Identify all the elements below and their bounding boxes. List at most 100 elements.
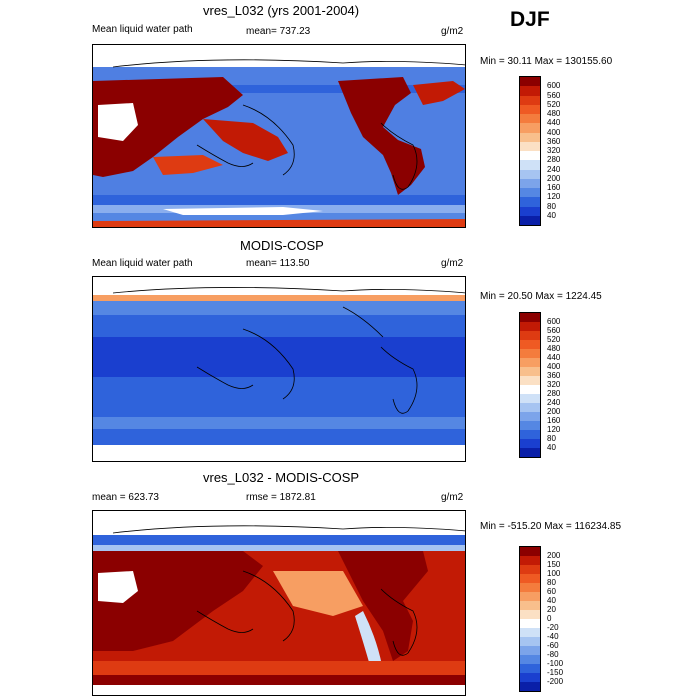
colorbar-tick-label: 150 xyxy=(547,560,561,569)
colorbar-segment xyxy=(520,628,540,637)
colorbar-segment xyxy=(520,394,540,403)
colorbar-segment xyxy=(520,637,540,646)
colorbar-segment xyxy=(520,340,540,349)
colorbar-tick-label: 360 xyxy=(547,371,561,380)
colorbar-tick-label: -150 xyxy=(547,668,564,677)
colorbar-tick-label: 280 xyxy=(547,389,561,398)
panel2-minmax: Min = 20.50 Max = 1224.45 xyxy=(480,291,602,302)
colorbar-tick-label: -200 xyxy=(547,677,564,686)
panel1-map-field xyxy=(93,45,465,227)
colorbar-segment xyxy=(520,86,540,96)
colorbar-tick-label: 480 xyxy=(547,344,561,353)
panel2-colorbar xyxy=(519,312,541,458)
panel1-center-label: mean= 737.23 xyxy=(246,26,311,37)
colorbar-tick-label: 440 xyxy=(547,353,561,362)
colorbar-tick-label: 560 xyxy=(547,90,561,100)
colorbar-tick-label: 200 xyxy=(547,551,561,560)
season-label: DJF xyxy=(510,8,550,31)
colorbar-segment xyxy=(520,556,540,565)
panel1-colorbar xyxy=(519,76,541,226)
colorbar-tick-label: 160 xyxy=(547,416,561,425)
colorbar-tick-label: 100 xyxy=(547,569,561,578)
colorbar-tick-label: 80 xyxy=(547,578,556,587)
colorbar-segment xyxy=(520,331,540,340)
colorbar-segment xyxy=(520,197,540,207)
colorbar-segment xyxy=(520,448,540,457)
panel1-map xyxy=(92,44,466,228)
colorbar-segment xyxy=(520,655,540,664)
colorbar-segment xyxy=(520,646,540,655)
colorbar-tick-label: 600 xyxy=(547,317,561,326)
colorbar-segment xyxy=(520,188,540,198)
colorbar-segment xyxy=(520,430,540,439)
colorbar-tick-label: 60 xyxy=(547,587,556,596)
colorbar-tick-label: 480 xyxy=(547,109,561,118)
colorbar-segment xyxy=(520,151,540,161)
colorbar-segment xyxy=(520,421,540,430)
colorbar-segment xyxy=(520,367,540,376)
panel1-left-label: Mean liquid water path xyxy=(92,24,193,35)
colorbar-tick-label: 120 xyxy=(547,425,561,434)
colorbar-segment xyxy=(520,673,540,682)
panel3-left-label: mean = 623.73 xyxy=(92,492,159,503)
colorbar-segment xyxy=(520,376,540,385)
colorbar-tick-label: 360 xyxy=(547,136,561,146)
colorbar-segment xyxy=(520,160,540,170)
colorbar-tick-label: 240 xyxy=(547,164,561,174)
colorbar-tick-label: 400 xyxy=(547,362,561,371)
colorbar-tick-label: 600 xyxy=(547,81,561,91)
colorbar-segment xyxy=(520,169,540,179)
panel3-minmax: Min = -515.20 Max = 116234.85 xyxy=(480,521,622,532)
colorbar-tick-label: 120 xyxy=(547,192,561,202)
colorbar-tick-label: 0 xyxy=(547,614,552,623)
colorbar-segment xyxy=(520,141,540,151)
colorbar-segment xyxy=(520,439,540,448)
panel3-colorbar xyxy=(519,546,541,692)
colorbar-tick-label: 320 xyxy=(547,380,561,389)
colorbar-segment xyxy=(520,592,540,601)
colorbar-segment xyxy=(520,403,540,412)
colorbar-tick-label: -100 xyxy=(547,659,564,668)
panel1-units: g/m2 xyxy=(441,26,464,37)
colorbar-tick-label: 200 xyxy=(547,407,561,416)
panel1-minmax: Min = 30.11 Max = 130155.60 xyxy=(480,56,613,67)
colorbar-tick-label: 560 xyxy=(547,326,561,335)
colorbar-tick-label: 40 xyxy=(547,210,556,220)
colorbar-segment xyxy=(520,619,540,628)
colorbar-segment xyxy=(520,412,540,421)
colorbar-segment xyxy=(520,132,540,142)
panel3-title: vres_L032 - MODIS-COSP xyxy=(203,470,360,485)
colorbar-tick-label: -20 xyxy=(547,623,559,632)
colorbar-tick-label: 280 xyxy=(547,155,561,165)
colorbar-segment xyxy=(520,123,540,133)
colorbar-segment xyxy=(520,385,540,394)
colorbar-segment xyxy=(520,574,540,583)
panel1-title: vres_L032 (yrs 2001-2004) xyxy=(203,3,360,18)
colorbar-segment xyxy=(520,313,540,322)
colorbar-tick-label: 520 xyxy=(547,335,561,344)
colorbar-segment xyxy=(520,206,540,216)
colorbar-segment xyxy=(520,215,540,225)
colorbar-segment xyxy=(520,349,540,358)
panel2-map-field xyxy=(93,277,465,461)
colorbar-segment xyxy=(520,77,540,87)
colorbar-segment xyxy=(520,358,540,367)
colorbar-tick-label: -40 xyxy=(547,632,559,641)
colorbar-tick-label: -80 xyxy=(547,650,559,659)
colorbar-tick-label: 20 xyxy=(547,605,556,614)
panel2-center-label: mean= 113.50 xyxy=(246,258,310,269)
panel3-map xyxy=(92,510,466,696)
colorbar-segment xyxy=(520,583,540,592)
colorbar-segment xyxy=(520,601,540,610)
colorbar-tick-label: 520 xyxy=(547,99,561,109)
panel3-units: g/m2 xyxy=(441,492,464,503)
colorbar-tick-label: 400 xyxy=(547,127,561,137)
colorbar-tick-label: 40 xyxy=(547,596,556,605)
colorbar-tick-label: 440 xyxy=(547,118,561,128)
panel3-map-field xyxy=(93,511,465,695)
panel2-units: g/m2 xyxy=(441,258,464,269)
colorbar-tick-label: 40 xyxy=(547,443,556,452)
panel3-center-label: rmse = 1872.81 xyxy=(246,492,316,503)
colorbar-segment xyxy=(520,547,540,556)
colorbar-segment xyxy=(520,104,540,114)
